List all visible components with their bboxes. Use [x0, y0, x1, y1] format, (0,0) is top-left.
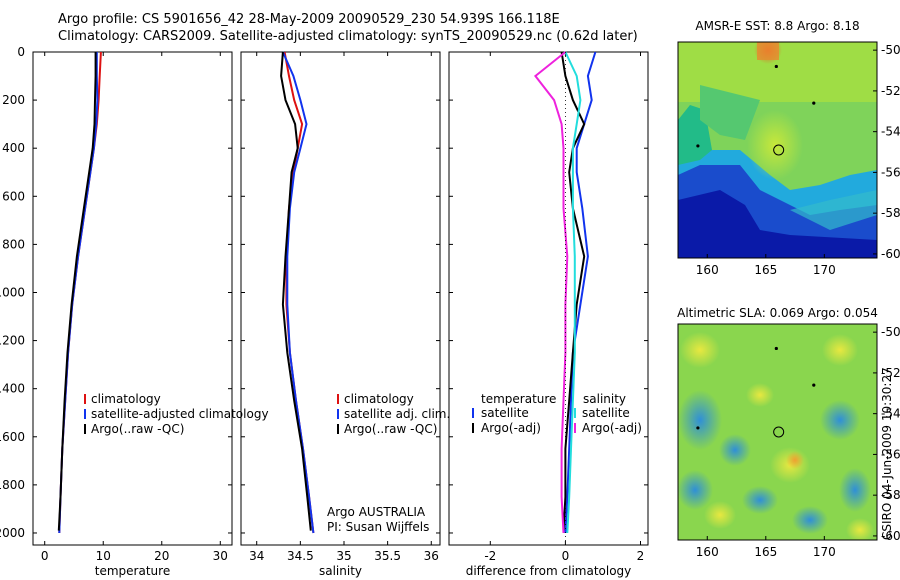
legend-label: Argo(..raw -QC) [344, 422, 437, 436]
series-line [560, 51, 586, 531]
track-point [774, 346, 778, 351]
map-x-tick-label: 170 [813, 263, 836, 277]
float-position-marker [773, 144, 785, 156]
series-line [57, 52, 97, 531]
legend-label: climatology [344, 392, 414, 406]
plot-frame [448, 51, 649, 546]
x-tick-label: 30 [213, 549, 228, 563]
legend-label: satellite-adjusted climatology [91, 407, 269, 421]
legend-title: salinity [583, 392, 626, 406]
y-tick-label: 800 [2, 237, 25, 251]
track-point [696, 144, 700, 148]
y-tick-label: 1000 [0, 285, 25, 299]
series-line [281, 51, 315, 534]
x-tick-label: 34.5 [287, 549, 314, 563]
x-axis-label: temperature [95, 564, 170, 578]
float-position-marker [773, 426, 785, 438]
map-y-tick-label: -58 [881, 206, 900, 220]
map-y-tick-label: -54 [881, 125, 900, 139]
x-tick-label: -2 [484, 549, 496, 563]
map-y-tick-label: -56 [881, 165, 900, 179]
map-title: Altimetric SLA: 0.069 Argo: 0.054 [677, 306, 878, 320]
map-x-tick-label: 160 [696, 545, 719, 559]
legend-label: Argo(..raw -QC) [91, 422, 184, 436]
legend-label: Argo(-adj) [582, 421, 642, 435]
track-point [812, 101, 816, 105]
credit-name: Argo AUSTRALIA [327, 505, 426, 519]
plot-frame [240, 51, 441, 546]
y-tick-label: 1600 [0, 430, 25, 444]
map-y-tick-label: -54 [881, 407, 900, 421]
credit-pi: PI: Susan Wijffels [327, 520, 429, 534]
x-tick-label: 10 [96, 549, 111, 563]
map-title: AMSR-E SST: 8.8 Argo: 8.18 [695, 19, 859, 33]
map-x-tick-label: 165 [754, 545, 777, 559]
y-tick-label: 600 [2, 189, 25, 203]
map-x-tick-label: 160 [696, 263, 719, 277]
map-frame [677, 41, 878, 259]
map-x-tick-label: 165 [754, 263, 777, 277]
map-x-tick-label: 170 [813, 545, 836, 559]
legend-label: satellite adj. clim. [344, 407, 450, 421]
x-tick-label: 0 [562, 549, 570, 563]
series-line [564, 51, 597, 534]
y-tick-label: 2000 [0, 526, 25, 540]
timestamp-label: CSIRO 04-Jun-2009 10:30:27 [880, 367, 894, 540]
legend-label: satellite [582, 406, 630, 420]
sla-map-image [678, 324, 877, 540]
map-y-tick-label: -52 [881, 366, 900, 380]
x-axis-label: difference from climatology [466, 564, 632, 578]
map-y-tick-label: -50 [881, 43, 900, 57]
chart-title-line-1: Argo profile: CS 5901656_42 28-May-2009 … [58, 12, 560, 27]
x-tick-label: 34 [249, 549, 264, 563]
x-tick-label: 0 [41, 549, 49, 563]
y-tick-label: 1200 [0, 334, 25, 348]
track-point [774, 64, 778, 69]
legend-label: Argo(-adj) [481, 421, 541, 435]
y-tick-label: 0 [17, 45, 25, 59]
x-axis-label: salinity [319, 564, 362, 578]
plot-frame [32, 51, 233, 546]
track-point [696, 426, 700, 430]
chart-title-line-2: Climatology: CARS2009. Satellite-adjuste… [58, 29, 638, 44]
y-tick-label: 400 [2, 141, 25, 155]
map-y-tick-label: -60 [881, 529, 900, 543]
y-tick-label: 1400 [0, 382, 25, 396]
map-frame [677, 323, 878, 541]
y-tick-label: 200 [2, 93, 25, 107]
series-line [564, 51, 582, 534]
map-y-tick-label: -58 [881, 488, 900, 502]
legend-label: satellite [481, 406, 529, 420]
legend-title: temperature [481, 392, 556, 406]
sst-map-image [678, 42, 877, 258]
track-point [812, 383, 816, 387]
map-y-tick-label: -52 [881, 84, 900, 98]
legend-label: climatology [91, 392, 161, 406]
map-y-tick-label: -60 [881, 247, 900, 261]
x-tick-label: 36 [424, 549, 439, 563]
x-tick-label: 35 [336, 549, 351, 563]
x-tick-label: 2 [637, 549, 645, 563]
x-tick-label: 35.5 [374, 549, 401, 563]
y-tick-label: 1800 [0, 478, 25, 492]
x-tick-label: 20 [154, 549, 169, 563]
map-y-tick-label: -50 [881, 325, 900, 339]
map-y-tick-label: -56 [881, 447, 900, 461]
series-line [280, 51, 312, 531]
